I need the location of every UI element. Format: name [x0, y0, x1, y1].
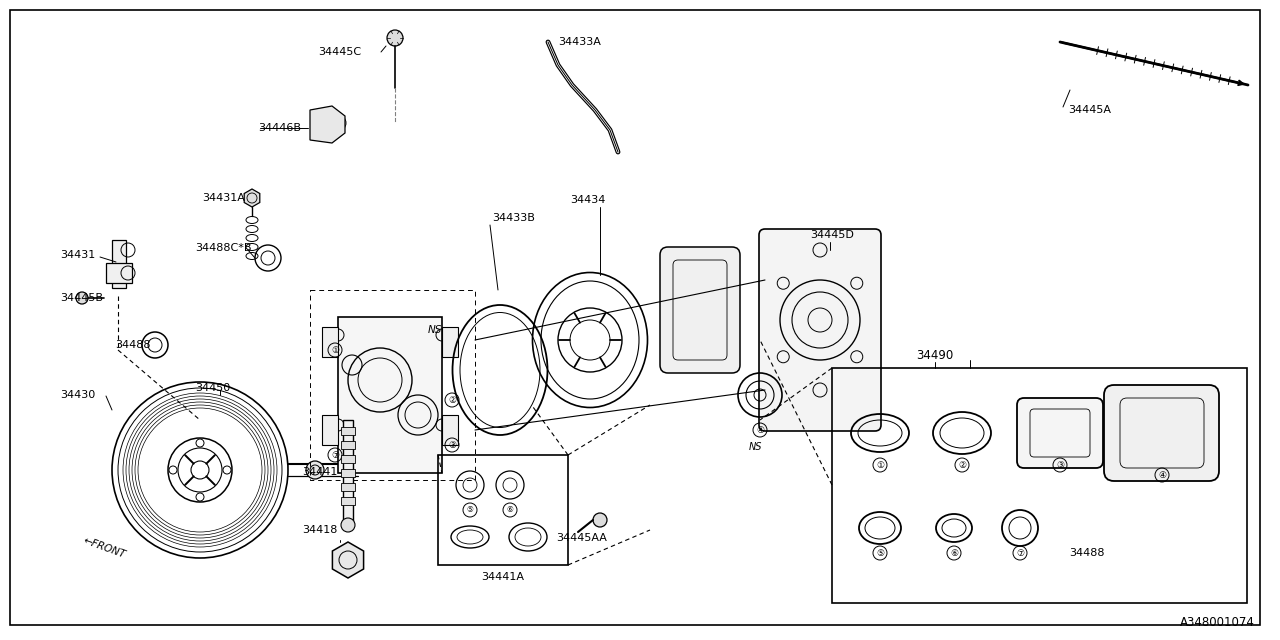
Text: ④: ④: [1158, 470, 1166, 479]
Bar: [338, 317, 442, 473]
FancyBboxPatch shape: [1103, 385, 1219, 481]
Text: NS: NS: [749, 442, 762, 452]
Circle shape: [306, 461, 324, 479]
Text: 34445A: 34445A: [1068, 105, 1111, 115]
Text: 34450: 34450: [195, 383, 230, 393]
Bar: [340, 427, 355, 435]
Polygon shape: [310, 106, 346, 143]
Text: 34441: 34441: [302, 467, 338, 477]
FancyBboxPatch shape: [660, 247, 740, 373]
Text: 34445B: 34445B: [60, 293, 102, 303]
Text: ②: ②: [448, 396, 456, 404]
Bar: [323, 415, 338, 445]
Text: 34431: 34431: [60, 250, 95, 260]
Text: 34446B: 34446B: [259, 123, 301, 133]
Text: 34431A: 34431A: [202, 193, 244, 203]
Circle shape: [76, 292, 88, 304]
Bar: [323, 327, 338, 357]
Text: 34488C*B: 34488C*B: [195, 243, 251, 253]
Bar: [442, 415, 458, 445]
Bar: [340, 455, 355, 463]
Text: 34490: 34490: [916, 349, 954, 362]
Text: 34433A: 34433A: [558, 37, 600, 47]
Text: 34445AA: 34445AA: [557, 533, 608, 543]
Text: 34434: 34434: [570, 195, 605, 205]
Bar: [340, 441, 355, 449]
Polygon shape: [333, 542, 364, 578]
Text: ①: ①: [332, 346, 339, 355]
Text: ③: ③: [448, 440, 456, 449]
Bar: [442, 327, 458, 357]
Circle shape: [191, 461, 209, 479]
Text: ⑤: ⑤: [876, 548, 884, 557]
Bar: [340, 497, 355, 505]
Text: NS: NS: [428, 325, 442, 335]
Text: 34488: 34488: [115, 340, 151, 350]
FancyBboxPatch shape: [1018, 398, 1103, 468]
Bar: [106, 263, 132, 283]
Text: ⑦: ⑦: [332, 451, 339, 460]
Polygon shape: [244, 189, 260, 207]
Text: ←FRONT: ←FRONT: [82, 536, 127, 560]
Bar: [438, 455, 568, 565]
Text: ⑥: ⑥: [507, 506, 513, 515]
Text: 34445D: 34445D: [810, 230, 854, 240]
Bar: [340, 483, 355, 491]
Text: A348001074: A348001074: [1180, 616, 1254, 628]
FancyBboxPatch shape: [759, 229, 881, 431]
Text: 34430: 34430: [60, 390, 95, 400]
Bar: [343, 420, 353, 525]
Text: ⑤: ⑤: [467, 506, 474, 515]
Circle shape: [593, 513, 607, 527]
Circle shape: [340, 518, 355, 532]
Text: ②: ②: [957, 461, 966, 470]
Text: ①: ①: [876, 461, 884, 470]
Text: 34488: 34488: [1069, 548, 1105, 558]
Text: ⑦: ⑦: [1016, 548, 1024, 557]
Text: ③: ③: [1056, 461, 1064, 470]
Text: ④: ④: [756, 426, 764, 435]
Circle shape: [387, 30, 403, 46]
Bar: [340, 469, 355, 477]
Bar: [113, 240, 125, 288]
Text: 34441A: 34441A: [481, 572, 525, 582]
Bar: [832, 368, 1247, 603]
Text: 34445C: 34445C: [317, 47, 361, 57]
Text: ⑥: ⑥: [950, 548, 957, 557]
Text: 34418: 34418: [302, 525, 338, 535]
Text: 34433B: 34433B: [492, 213, 535, 223]
